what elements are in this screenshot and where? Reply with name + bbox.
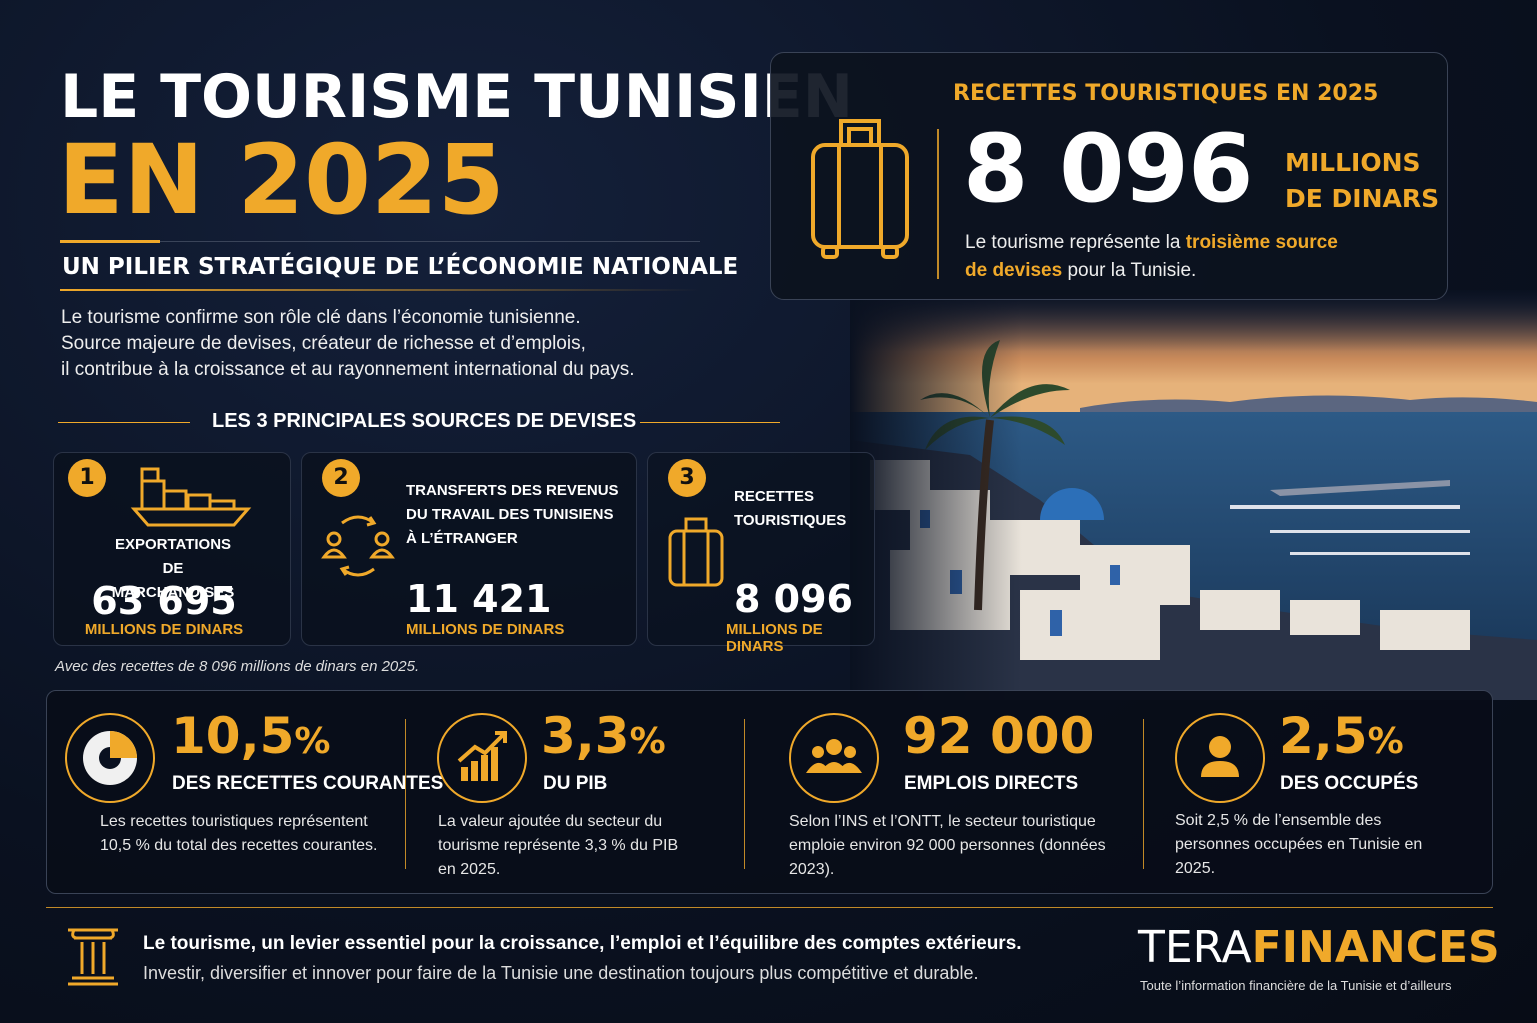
sources-note: Avec des recettes de 8 096 millions de d… — [55, 658, 420, 675]
value: 3,3 — [541, 707, 630, 765]
person-icon — [1201, 736, 1239, 777]
source-label: RECETTES TOURISTIQUES — [734, 488, 847, 529]
pie-icon — [83, 731, 137, 785]
tagline: Toute l’information financière de la Tun… — [1140, 978, 1452, 993]
pillar-icon — [68, 928, 118, 986]
source-unit: MILLIONS DE DINARS — [84, 621, 244, 638]
source-value: 8 096 — [734, 577, 853, 621]
brand-part: TERA — [1138, 922, 1252, 973]
suitcase-icon — [668, 517, 724, 587]
stat-value: 92 000 — [903, 707, 1094, 765]
transfer-icon — [321, 515, 395, 577]
source-value: 63 695 — [91, 579, 237, 623]
rank-badge: 3 — [668, 459, 706, 497]
intro: Le tourisme confirme son rôle clé dans l… — [61, 305, 635, 383]
icon-circle — [65, 713, 155, 803]
stat-text: Selon l’INS et l’ONTT, le secteur touris… — [789, 813, 1106, 878]
divider — [744, 719, 745, 869]
title-line-1: LE TOURISME TUNISIEN — [60, 62, 854, 132]
intro-line: il contribue à la croissance et au rayon… — [61, 359, 635, 380]
stat-label: DU PIB — [543, 773, 608, 794]
title-line-2: EN 2025 — [58, 124, 505, 236]
source-card: 2 TRANSFERTS DES REVENUS DU TRAVAIL DES … — [301, 452, 637, 646]
stat-text: Les recettes touristiques représentent 1… — [100, 813, 378, 854]
divider — [60, 289, 700, 291]
suitcase-icon — [811, 119, 909, 259]
text: pour la Tunisie. — [1062, 260, 1197, 281]
divider — [46, 907, 1493, 908]
ship-icon — [130, 467, 252, 527]
intro-line: Le tourisme confirme son rôle clé dans l… — [61, 307, 581, 328]
brand: TERAFINANCES — [1138, 922, 1500, 973]
unit: % — [294, 721, 331, 762]
brand-part: FINANCES — [1251, 922, 1500, 973]
highlight-unit: MILLIONS DE DINARS — [1285, 145, 1439, 217]
sources-title: LES 3 PRINCIPALES SOURCES DE DEVISES — [212, 410, 637, 432]
stat-value: 10,5% — [171, 707, 330, 765]
growth-icon — [457, 731, 507, 781]
source-label: EXPORTATIONS DE MARCHANDISES — [111, 536, 235, 601]
stat-value: 3,3% — [541, 707, 666, 765]
unit: % — [1367, 721, 1404, 762]
source-label: TRANSFERTS DES REVENUS DU TRAVAIL DES TU… — [406, 482, 619, 547]
divider — [58, 422, 190, 423]
value: 10,5 — [171, 707, 295, 765]
stat-label: EMPLOIS DIRECTS — [904, 773, 1079, 794]
stat-value: 2,5% — [1279, 707, 1404, 765]
stats-panel: 10,5% DES RECETTES COURANTES Les recette… — [46, 690, 1493, 894]
text: Le tourisme représente la — [965, 232, 1186, 253]
unit-line: DE DINARS — [1285, 184, 1440, 213]
highlight-value: 8 096 — [963, 115, 1253, 224]
icon-circle — [1175, 713, 1265, 803]
source-card: 3 RECETTES TOURISTIQUES 8 096 MILLIONS D… — [647, 452, 875, 655]
source-unit: MILLIONS DE DINARS — [406, 621, 565, 638]
text-emphasis: troisième source de devises — [965, 232, 1338, 281]
rank-badge: 1 — [68, 459, 106, 497]
highlight-box: RECETTES TOURISTIQUES EN 2025 8 096 MILL… — [770, 52, 1448, 300]
footer-line-2: Investir, diversifier et innover pour fa… — [143, 963, 979, 983]
divider — [640, 422, 780, 423]
source-value: 11 421 — [406, 577, 552, 621]
divider — [1143, 719, 1144, 869]
intro-line: Source majeure de devises, créateur de r… — [61, 333, 586, 354]
divider — [60, 240, 160, 243]
highlight-title: RECETTES TOURISTIQUES EN 2025 — [953, 81, 1379, 106]
unit: % — [629, 721, 666, 762]
stat-label: DES OCCUPÉS — [1280, 773, 1419, 794]
icon-circle — [437, 713, 527, 803]
subtitle: UN PILIER STRATÉGIQUE DE L’ÉCONOMIE NATI… — [62, 254, 739, 280]
stat-text: Soit 2,5 % de l’ensemble des personnes o… — [1175, 812, 1423, 877]
divider — [160, 241, 700, 242]
source-card: 1 EXPORTATIONS DE MARCHANDISES 63 695 MI… — [53, 452, 291, 646]
value: 2,5 — [1279, 707, 1368, 765]
icon-circle — [789, 713, 879, 803]
divider — [405, 719, 406, 869]
value: 92 000 — [903, 707, 1095, 765]
coast-scene — [850, 290, 1537, 700]
people-icon — [806, 739, 862, 773]
unit-line: MILLIONS — [1285, 148, 1421, 177]
highlight-text: Le tourisme représente la troisième sour… — [965, 229, 1365, 285]
stat-label: DES RECETTES COURANTES — [172, 773, 444, 794]
stat-text: La valeur ajoutée du secteur du tourisme… — [438, 813, 679, 878]
rank-badge: 2 — [322, 459, 360, 497]
source-unit: MILLIONS DE DINARS — [726, 621, 823, 655]
divider — [937, 129, 939, 279]
footer-line-1: Le tourisme, un levier essentiel pour la… — [143, 933, 1022, 954]
